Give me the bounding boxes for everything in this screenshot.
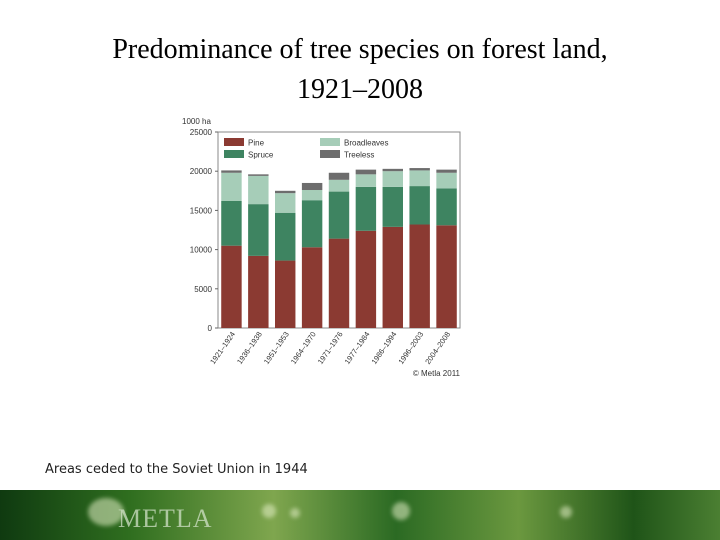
bar-segment-spruce: [248, 204, 269, 256]
bar-segment-treeless: [436, 169, 457, 173]
bar-segment-broadleaves: [382, 171, 403, 187]
footer-glow: [290, 508, 300, 518]
bar-segment-spruce: [382, 186, 403, 227]
footer-glow: [392, 502, 410, 520]
x-tick-label: 1977–1984: [343, 330, 372, 366]
bar-segment-pine: [301, 247, 323, 328]
bar-segment-treeless: [355, 169, 377, 175]
bar-segment-pine: [436, 225, 457, 328]
title-line-1: Predominance of tree species on forest l…: [112, 34, 608, 65]
bar-segment-treeless: [221, 170, 242, 173]
bar-segment-broadleaves: [301, 190, 323, 201]
bar-segment-treeless: [382, 168, 403, 172]
footer-glow: [88, 498, 124, 526]
title-line-2: 1921–2008: [297, 74, 423, 105]
bar-segment-spruce: [301, 200, 323, 248]
bar-segment-treeless: [248, 174, 269, 176]
bar-segment-pine: [221, 245, 242, 328]
x-tick-label: 1951–1953: [262, 330, 291, 366]
bar-segment-pine: [409, 224, 430, 328]
y-tick-label: 5000: [194, 285, 212, 294]
chart-credit: © Metla 2011: [413, 369, 461, 378]
bar-segment-broadleaves: [275, 193, 296, 213]
bar-segment-broadleaves: [328, 179, 350, 192]
bar-segment-spruce: [409, 186, 430, 225]
x-tick-label: 1964–1970: [289, 330, 318, 366]
footer-banner: METLA: [0, 490, 720, 540]
bar-segment-treeless: [409, 168, 430, 171]
bar-segment-pine: [275, 260, 296, 328]
bar-segment-treeless: [275, 190, 296, 194]
bar-segment-broadleaves: [221, 172, 242, 201]
bar-segment-spruce: [328, 191, 350, 239]
bar-segment-broadleaves: [355, 174, 377, 187]
bar-segment-spruce: [275, 212, 296, 261]
bar-segment-broadleaves: [248, 175, 269, 205]
bar-segment-pine: [248, 255, 269, 328]
slide-title: Predominance of tree species on forest l…: [0, 30, 720, 110]
legend-swatch: [224, 138, 244, 146]
bar-segment-treeless: [301, 182, 323, 191]
legend-label: Pine: [248, 139, 265, 148]
bar-segment-pine: [328, 238, 350, 328]
y-tick-label: 25000: [190, 128, 213, 137]
x-tick-label: 1936–1938: [235, 330, 264, 366]
y-tick-label: 10000: [190, 246, 213, 255]
footer-logo: METLA: [118, 504, 213, 533]
footer-glow: [560, 506, 572, 518]
x-tick-label: 1921–1924: [208, 330, 237, 366]
bar-segment-spruce: [221, 200, 242, 246]
y-tick-label: 0: [208, 324, 213, 333]
bar-segment-spruce: [436, 188, 457, 226]
chart-caption: Areas ceded to the Soviet Union in 1944: [45, 462, 308, 477]
x-tick-label: 1986–1994: [370, 330, 399, 366]
x-tick-label: 2004–2008: [423, 330, 452, 366]
legend-label: Spruce: [248, 151, 274, 160]
stacked-bar-chart: 1000 ha 0 5000 10000 15000 20000 25000 1921–192…: [180, 112, 470, 382]
x-tick-label: 1971–1976: [316, 330, 345, 366]
bar-segment-broadleaves: [409, 170, 430, 187]
y-tick-label: 20000: [190, 167, 213, 176]
y-unit-label: 1000 ha: [182, 117, 211, 126]
legend-label: Broadleaves: [344, 139, 388, 148]
x-tick-label: 1996–2003: [396, 330, 425, 366]
footer-glow: [262, 504, 276, 518]
chart-canvas: 1000 ha 0 5000 10000 15000 20000 25000 1921–192…: [182, 117, 461, 378]
bar-segment-pine: [382, 226, 403, 328]
legend-label: Treeless: [344, 151, 374, 160]
legend-swatch: [224, 150, 244, 158]
bar-segment-broadleaves: [436, 172, 457, 189]
bar-segment-spruce: [355, 186, 377, 231]
bar-segment-treeless: [328, 172, 350, 180]
legend-swatch: [320, 150, 340, 158]
bar-segment-pine: [355, 230, 377, 328]
y-tick-label: 15000: [190, 206, 213, 215]
legend-swatch: [320, 138, 340, 146]
